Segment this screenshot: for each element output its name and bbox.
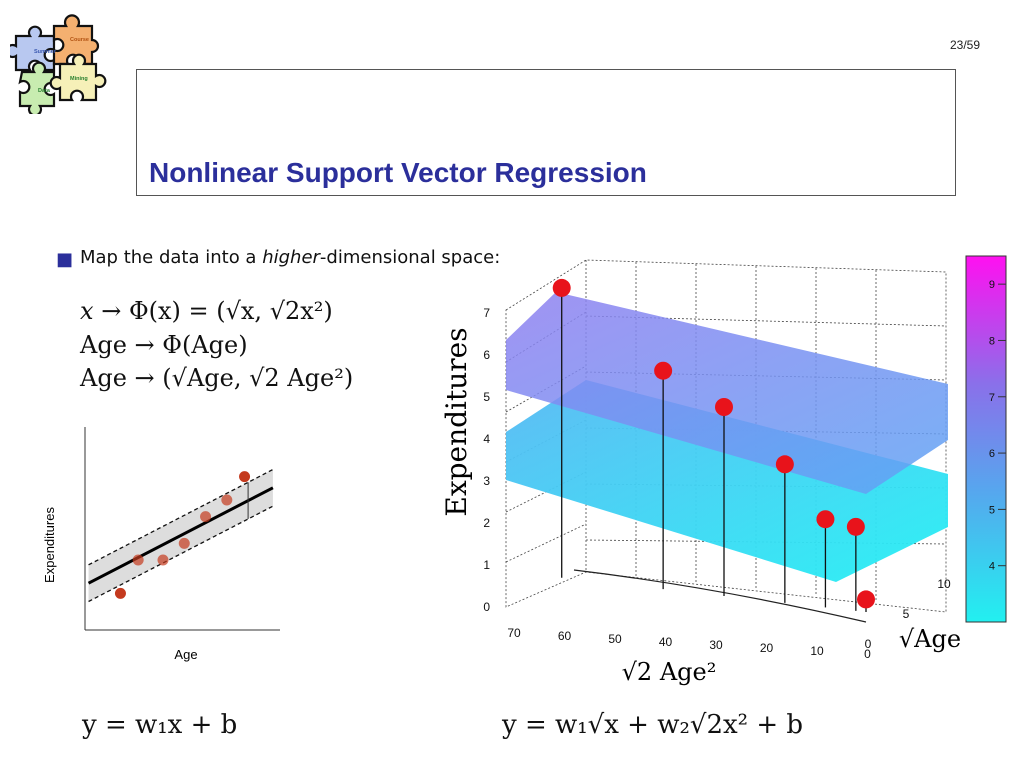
page-number: 23/59 xyxy=(949,38,981,52)
data-point xyxy=(157,554,169,566)
colorbar-tick-label: 9 xyxy=(989,279,995,291)
nonlinear-model-equation: y = w₁√x + w₂√2x² + b xyxy=(502,710,804,740)
bullet-suffix: -dimensional space: xyxy=(319,247,501,268)
equation-map-line2: Age → Φ(Age) xyxy=(80,329,248,362)
x-axis-label-sqrt2-age2: √2 Age² xyxy=(622,658,717,686)
eq1-phi: Φ(x) = (√x, √2x²) xyxy=(128,297,333,325)
colorbar-tick-label: 6 xyxy=(989,448,995,460)
colorbar-tick-label: 5 xyxy=(989,504,995,516)
logo-label-course: Course xyxy=(70,37,89,43)
y-tick-label: 0 xyxy=(865,637,872,651)
data-point xyxy=(132,554,144,566)
bullet-square-icon: ■ xyxy=(56,249,74,270)
colorbar-tick-label: 8 xyxy=(989,335,995,347)
z-axis-label-expenditures: Expenditures xyxy=(440,327,473,516)
data-point xyxy=(114,587,126,599)
eq3-arrow: → xyxy=(134,364,155,392)
colorbar-tick-label: 7 xyxy=(989,392,995,404)
z-tick-label: 2 xyxy=(483,516,490,530)
x-tick-label: 0 xyxy=(864,647,871,661)
y-tick-label: 5 xyxy=(903,607,910,621)
bullet-emphasis: higher xyxy=(262,247,320,268)
equation-map-line1: x → Φ(x) = (√x, √2x²) xyxy=(80,295,333,328)
data-point xyxy=(178,537,190,549)
linear-svr-plot: Age Expenditures xyxy=(42,427,280,662)
nonlinear-svr-3d-plot: 0 1 2 3 4 5 6 7 70 60 50 40 30 20 10 0 0 5 10 Expenditur… xyxy=(440,255,1007,686)
logo-label-summer: Summer xyxy=(34,49,57,55)
data-point xyxy=(239,471,251,483)
data-point xyxy=(654,361,673,380)
x-tick-label: 70 xyxy=(507,626,521,640)
data-point xyxy=(775,455,794,474)
bullet-prefix: Map the data into a xyxy=(80,247,263,268)
upper-boundary-plane xyxy=(506,292,948,494)
eq1-arrow: → xyxy=(101,297,122,325)
x-tick-label: 40 xyxy=(659,635,673,649)
logo-label-mining: Mining xyxy=(70,76,88,82)
z-tick-label: 0 xyxy=(483,600,490,614)
x-tick-label: 20 xyxy=(760,641,774,655)
z-tick-label: 7 xyxy=(483,306,490,320)
puzzle-logo: Summer Course Data Mining xyxy=(10,14,107,114)
z-tick-label: 3 xyxy=(483,474,490,488)
logo-piece-summer xyxy=(10,25,56,72)
data-point xyxy=(221,494,233,506)
data-point xyxy=(200,511,212,523)
eq3-lhs: Age xyxy=(80,364,127,392)
data-point xyxy=(715,398,733,416)
linear-model-equation: y = w₁x + b xyxy=(82,710,238,740)
colorbar xyxy=(965,255,1007,623)
y-axis-label: Expenditures xyxy=(42,507,57,583)
colorbar-tick-label: 4 xyxy=(989,561,995,573)
eq2-arrow: → xyxy=(134,331,155,359)
y-axis-label-sqrt-age: √Age xyxy=(899,625,961,653)
equation-map-line3: Age → (√Age, √2 Age²) xyxy=(80,362,353,395)
eq1-lhs: x xyxy=(80,297,94,325)
z-tick-label: 6 xyxy=(483,348,490,362)
eq3-rhs: (√Age, √2 Age²) xyxy=(162,364,354,392)
logo-piece-data xyxy=(18,61,56,114)
z-tick-label: 4 xyxy=(483,432,490,446)
x-tick-label: 60 xyxy=(558,629,572,643)
page-title: Nonlinear Support Vector Regression xyxy=(149,157,647,188)
logo-piece-mining xyxy=(49,53,107,102)
z-tick-label: 5 xyxy=(483,390,490,404)
bullet-text: Map the data into a higher-dimensional s… xyxy=(80,247,500,268)
data-point xyxy=(552,278,571,297)
lower-boundary-plane xyxy=(506,380,948,582)
x-axis-label: Age xyxy=(174,647,197,662)
x-tick-label: 30 xyxy=(709,638,723,652)
eq2-rhs: Φ(Age) xyxy=(162,331,248,359)
data-point xyxy=(846,517,865,536)
data-point xyxy=(857,590,875,609)
base-curve xyxy=(573,569,867,623)
data-point xyxy=(816,510,835,529)
logo-label-data: Data xyxy=(38,88,51,94)
x-tick-label: 10 xyxy=(810,644,824,658)
regression-line xyxy=(87,486,274,585)
title-box: Nonlinear Support Vector Regression xyxy=(136,69,956,196)
z-tick-label: 1 xyxy=(483,558,490,572)
y-tick-label: 10 xyxy=(937,577,951,591)
x-tick-label: 50 xyxy=(608,632,622,646)
eq2-lhs: Age xyxy=(80,331,127,359)
